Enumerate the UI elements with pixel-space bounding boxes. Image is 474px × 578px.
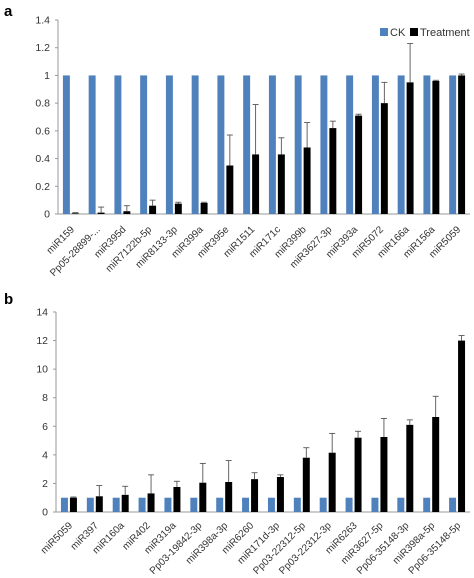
bar-treatment [406, 424, 414, 512]
bar-ck [294, 75, 302, 214]
bar-treatment [71, 213, 79, 214]
bar-treatment [97, 212, 105, 214]
bar-treatment [354, 437, 362, 512]
y-tick-label: 6 [42, 421, 48, 433]
bar-ck [86, 497, 94, 512]
bar-ck [60, 497, 68, 512]
bar-ck [346, 75, 354, 214]
panel-label: a [4, 3, 13, 20]
bar-ck [397, 497, 405, 512]
bar-treatment [380, 103, 388, 214]
category-label: miR5059 [39, 520, 75, 556]
chart-panel-a: a00.20.40.60.811.21.4miR159Pp05-28899-..… [4, 3, 470, 279]
y-tick-label: 0.8 [35, 98, 50, 110]
bar-treatment [149, 205, 157, 214]
legend-label-treatment: Treatment [420, 27, 470, 39]
bar-treatment [432, 417, 440, 512]
bar-ck [191, 75, 199, 214]
y-tick-label: 4 [42, 449, 48, 461]
legend: CK Treatment [380, 27, 470, 39]
bar-treatment [199, 482, 207, 512]
panel-label: b [4, 291, 13, 308]
y-tick-label: 8 [42, 392, 48, 404]
bar-treatment [406, 82, 414, 214]
bar-ck [88, 75, 96, 214]
bar-ck [293, 497, 301, 512]
y-tick-label: 0.4 [35, 153, 50, 165]
bar-ck [371, 497, 379, 512]
bar-ck [165, 75, 173, 214]
y-tick-label: 1.2 [35, 42, 50, 54]
bar-ck [345, 497, 353, 512]
bar-ck [267, 497, 275, 512]
bar-ck [114, 75, 122, 214]
bar-ck [423, 497, 431, 512]
bar-treatment [329, 128, 337, 214]
bar-treatment [276, 477, 284, 512]
bar-treatment [458, 75, 466, 214]
bar-ck [216, 497, 224, 512]
y-tick-label: 0 [42, 507, 48, 519]
bar-ck [112, 497, 120, 512]
bar-treatment [174, 203, 182, 214]
bar-ck [268, 75, 276, 214]
bar-ck [164, 497, 172, 512]
y-tick-label: 14 [36, 307, 48, 319]
y-tick-label: 2 [42, 478, 48, 490]
bar-ck [397, 75, 405, 214]
bar-treatment [121, 494, 129, 512]
bar-ck [190, 497, 198, 512]
y-tick-label: 1 [44, 70, 50, 82]
bar-ck [140, 75, 148, 214]
bar-treatment [303, 147, 311, 214]
bar-treatment [95, 496, 103, 512]
bar-treatment [69, 497, 77, 512]
bar-ck [217, 75, 225, 214]
bar-treatment [225, 482, 233, 512]
y-tick-label: 1.4 [35, 15, 50, 27]
bar-treatment [251, 479, 259, 512]
y-tick-label: 0 [44, 209, 50, 221]
bar-ck [320, 75, 328, 214]
bar-ck [449, 497, 457, 512]
y-tick-label: 0.6 [35, 125, 50, 137]
legend-swatch-treatment [410, 28, 418, 36]
bar-treatment [200, 202, 208, 214]
chart-panel-b: b02468101214miR5059miR397miR160amiR402mi… [4, 291, 470, 577]
bar-treatment [123, 211, 131, 214]
bar-treatment [380, 437, 388, 512]
bar-ck [62, 75, 70, 214]
bar-ck [243, 75, 251, 214]
bar-treatment [226, 165, 234, 214]
y-tick-label: 0.2 [35, 181, 50, 193]
y-tick-label: 10 [36, 364, 48, 376]
bar-treatment [302, 457, 310, 512]
bar-treatment [252, 154, 260, 214]
bar-ck [138, 497, 146, 512]
bar-ck [423, 75, 431, 214]
y-tick-label: 12 [36, 335, 48, 347]
bar-treatment [458, 340, 466, 512]
bar-treatment [355, 115, 363, 214]
legend-swatch-ck [380, 28, 388, 36]
bar-treatment [328, 452, 336, 512]
bar-ck [242, 497, 250, 512]
bar-treatment [432, 80, 440, 214]
bar-ck [371, 75, 379, 214]
legend-label-ck: CK [390, 27, 406, 39]
bar-treatment [173, 487, 181, 512]
bar-treatment [147, 493, 155, 512]
bar-ck [449, 75, 457, 214]
bar-ck [319, 497, 327, 512]
bar-treatment [277, 154, 285, 214]
